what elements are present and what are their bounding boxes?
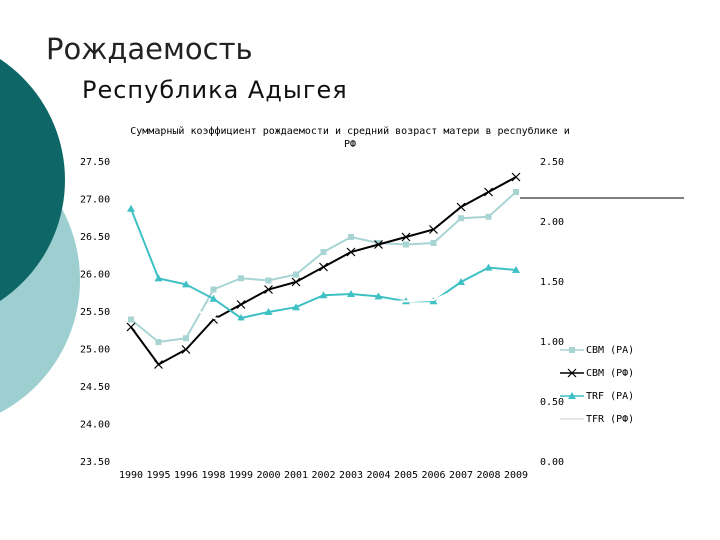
- marker: [348, 234, 354, 240]
- marker: [513, 189, 519, 195]
- x-tick-label: 1995: [146, 470, 170, 481]
- marker: [264, 308, 273, 315]
- marker: [319, 262, 328, 272]
- marker: [401, 232, 411, 242]
- marker: [236, 300, 246, 309]
- x-tick-label: 1996: [174, 470, 198, 481]
- x-tick-label: 2006: [421, 470, 445, 481]
- marker: [374, 292, 383, 300]
- marker: [154, 274, 163, 282]
- marker: [210, 286, 217, 293]
- x-tick-label: 2003: [339, 470, 363, 481]
- legend-label: TFR (РФ): [586, 414, 634, 425]
- marker: [512, 266, 520, 273]
- marker: [430, 240, 437, 246]
- marker: [375, 240, 382, 246]
- x-tick-label: 2002: [311, 470, 335, 481]
- marker: [457, 278, 465, 285]
- y-tick-label: 25.00: [80, 345, 110, 356]
- y-tick-label: 25.50: [80, 307, 110, 318]
- marker: [320, 249, 327, 255]
- marker: [291, 277, 301, 287]
- marker: [182, 280, 190, 288]
- x-tick-label: 1999: [229, 470, 253, 481]
- series-line: [130, 208, 517, 320]
- marker: [127, 204, 135, 212]
- y-tick-label: 27.00: [80, 195, 110, 206]
- legend-label: СВМ (РФ): [586, 368, 634, 379]
- marker: [154, 360, 163, 369]
- series-line: [130, 234, 517, 323]
- x-tick-label: 1990: [119, 470, 143, 481]
- marker: [403, 241, 409, 248]
- slide-title: Рождаемость: [46, 32, 253, 66]
- y2-tick-label: 2.00: [540, 217, 564, 228]
- y2-tick-label: 1.50: [540, 277, 564, 288]
- marker: [265, 277, 272, 284]
- x-tick-label: 1998: [201, 470, 225, 481]
- marker: [347, 290, 355, 297]
- y-tick-label: 24.50: [80, 382, 110, 393]
- marker: [429, 225, 438, 234]
- chart-title: Суммарный коэффициент рождаемости и сред…: [130, 126, 570, 150]
- x-tick-label: 2009: [504, 470, 528, 481]
- marker: [264, 285, 273, 294]
- x-tick-label: 2001: [284, 470, 308, 481]
- marker: [485, 213, 492, 220]
- marker: [128, 316, 134, 323]
- marker: [569, 347, 575, 353]
- marker: [181, 345, 191, 354]
- marker: [458, 215, 464, 222]
- marker: [238, 275, 244, 282]
- marker: [568, 392, 576, 399]
- marker: [126, 322, 136, 332]
- legend-label: СВМ (РА): [586, 345, 634, 356]
- marker: [346, 247, 356, 257]
- x-tick-label: 2000: [256, 470, 280, 481]
- marker: [484, 187, 493, 197]
- marker: [292, 303, 300, 311]
- marker: [374, 240, 383, 249]
- y2-tick-label: 0.50: [540, 397, 564, 408]
- y-tick-label: 26.00: [80, 270, 110, 281]
- y2-tick-label: 1.00: [540, 337, 564, 348]
- marker: [456, 202, 466, 212]
- marker: [319, 291, 328, 299]
- marker: [155, 339, 162, 345]
- y-tick-label: 23.50: [80, 457, 110, 468]
- marker: [511, 172, 521, 182]
- y-tick-label: 24.00: [80, 420, 110, 431]
- legend-label: TRF (РА): [586, 391, 634, 402]
- marker: [567, 368, 577, 378]
- x-tick-label: 2008: [476, 470, 500, 481]
- marker: [293, 271, 299, 278]
- marker: [209, 294, 218, 302]
- x-tick-label: 2004: [366, 470, 390, 481]
- marker: [183, 335, 189, 342]
- y2-tick-label: 2.50: [540, 157, 564, 168]
- y-tick-label: 26.50: [80, 232, 110, 243]
- y-tick-label: 27.50: [80, 157, 110, 168]
- y2-tick-label: 0.00: [540, 457, 564, 468]
- x-tick-label: 2007: [449, 470, 473, 481]
- marker: [237, 314, 245, 321]
- slide-subtitle: Республика Адыгея: [82, 76, 348, 104]
- marker: [484, 263, 493, 271]
- x-tick-label: 2005: [394, 470, 418, 481]
- decor-circle: [0, 59, 65, 301]
